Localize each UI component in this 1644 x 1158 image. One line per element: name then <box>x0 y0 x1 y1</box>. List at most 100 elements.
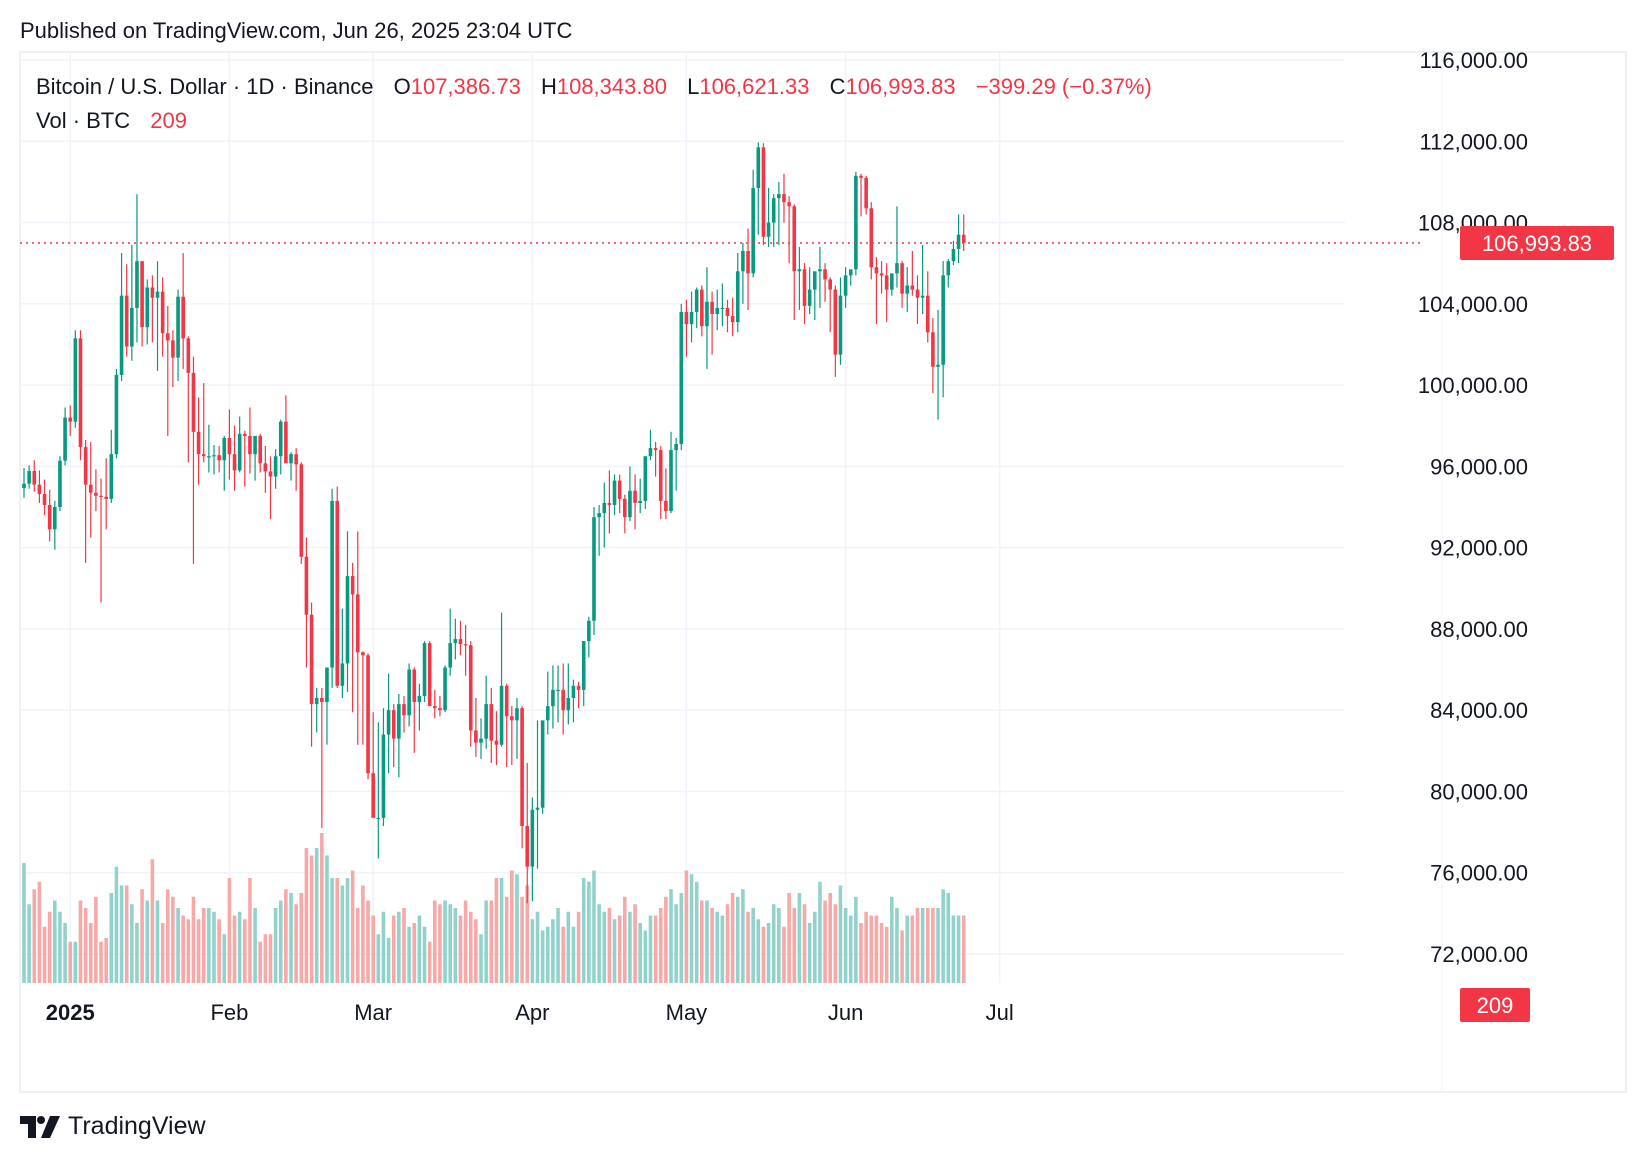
candle-body <box>520 708 524 826</box>
volume-bar <box>484 900 488 983</box>
candle-body <box>900 263 904 294</box>
volume-bar <box>474 919 478 983</box>
candle-body <box>289 454 293 464</box>
volume-bar <box>612 919 617 983</box>
volume-bar <box>818 881 822 983</box>
volume-bar <box>479 934 483 983</box>
volume-bar <box>135 923 139 983</box>
volume-bar <box>864 911 868 983</box>
legend-change: −399.29 (−0.37%) <box>975 74 1152 99</box>
candle-body <box>556 689 560 692</box>
volume-bar <box>735 896 740 983</box>
volume-bar <box>597 904 601 983</box>
candle-body <box>766 222 771 237</box>
volume-bar <box>73 941 78 983</box>
candle-body <box>345 576 350 664</box>
footer-brand[interactable]: TradingView <box>68 1112 206 1140</box>
volume-tag: 209 <box>1460 988 1530 1022</box>
volume-bar <box>566 911 571 983</box>
candle-body <box>68 417 73 422</box>
candle-body <box>325 667 329 703</box>
volume-bar <box>525 885 530 983</box>
volume-bar <box>258 941 263 983</box>
volume-bar <box>494 878 499 983</box>
candle-body <box>653 448 658 451</box>
volume-bar <box>160 923 165 983</box>
candle-body <box>720 307 725 310</box>
volume-bar <box>340 885 345 983</box>
candle-body <box>99 495 103 498</box>
candle-body <box>340 663 345 686</box>
volume-bar <box>412 923 417 983</box>
volume-bar <box>119 885 124 983</box>
volume-bar <box>802 904 807 983</box>
legend-ohlc-row: Bitcoin / U.S. Dollar · 1D · Binance O10… <box>36 70 1152 104</box>
candle-body <box>700 289 704 327</box>
candle-body <box>53 507 57 530</box>
candle-body <box>212 455 216 457</box>
published-caption: Published on TradingView.com, Jun 26, 20… <box>20 18 573 43</box>
candle-body <box>535 807 540 810</box>
volume-bar <box>109 893 114 983</box>
candle-body <box>104 496 108 499</box>
candle-body <box>135 261 139 308</box>
volume-bar <box>443 900 447 983</box>
candle-body <box>294 454 298 465</box>
candle-body <box>191 372 196 432</box>
candle-body <box>171 340 175 358</box>
candle-body <box>479 738 483 743</box>
volume-bar <box>361 885 365 983</box>
candle-body <box>592 517 596 621</box>
volume-bar <box>771 904 776 983</box>
candle-body <box>181 296 185 339</box>
volume-bar <box>88 923 93 983</box>
volume-bar <box>715 911 720 983</box>
volume-bar <box>766 923 771 983</box>
candle-body <box>397 704 401 739</box>
volume-bar <box>289 893 293 983</box>
volume-bar <box>94 896 98 983</box>
legend-close-label: C <box>829 74 846 99</box>
candle-body <box>284 421 288 464</box>
candle-body <box>474 730 478 743</box>
y-tick-label: 116,000.00 <box>1420 48 1528 73</box>
candle-body <box>540 720 545 808</box>
candle-body <box>330 500 334 668</box>
y-tick-label: 112,000.00 <box>1420 129 1528 154</box>
legend-volume: 209 <box>150 108 187 133</box>
volume-bar <box>705 900 709 983</box>
volume-bar <box>725 904 730 983</box>
candle-body <box>782 194 786 203</box>
volume-bar <box>607 908 612 983</box>
legend-open: 107,386.73 <box>410 74 521 99</box>
candle-body <box>371 773 375 818</box>
candle-body <box>946 261 951 276</box>
volume-bar <box>730 893 735 983</box>
volume-tag-label: 209 <box>1477 993 1514 1018</box>
candle-body <box>88 484 93 493</box>
volume-bar <box>859 923 863 983</box>
candle-body <box>864 177 868 209</box>
candle-body <box>494 740 499 745</box>
candle-body <box>417 695 422 703</box>
volume-bar <box>633 904 637 983</box>
candle-body <box>248 435 252 455</box>
y-tick-label: 104,000.00 <box>1418 292 1528 317</box>
volume-bar <box>915 908 920 983</box>
candle-body <box>812 271 817 290</box>
candle-body <box>176 296 180 358</box>
volume-bar <box>520 896 524 983</box>
volume-bar <box>540 930 545 983</box>
candle-body <box>602 502 607 514</box>
candle-body <box>109 454 114 499</box>
candle-body <box>920 295 925 298</box>
tradingview-logo-icon[interactable] <box>20 1115 60 1138</box>
candle-body <box>648 448 653 457</box>
volume-bar <box>751 908 755 983</box>
volume-bar <box>622 896 627 983</box>
candle-body <box>879 273 884 276</box>
volume-bar <box>571 926 576 983</box>
candle-body <box>278 421 283 457</box>
volume-bar <box>83 908 88 983</box>
